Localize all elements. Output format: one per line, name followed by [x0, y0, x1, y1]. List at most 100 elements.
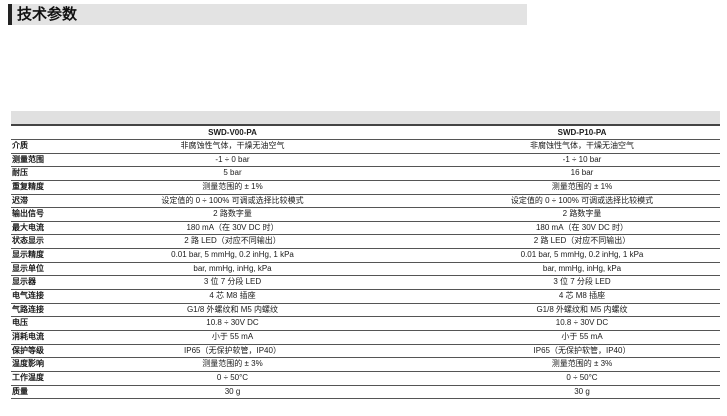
table-row: 迟滞 设定值的 0 ÷ 100% 可调或选择比较模式 设定值的 0 ÷ 100% 可…: [11, 195, 720, 209]
row-label: 显示精度: [12, 250, 44, 260]
value-col-1: 0 ÷ 50°C: [216, 372, 249, 382]
value-col-2: -1 ÷ 10 bar: [562, 154, 602, 164]
value-col-1: 非腐蚀性气体，干燥无油空气: [180, 141, 285, 150]
row-spacer: [325, 304, 444, 317]
value-col-1: 5 bar: [223, 168, 242, 178]
table-top-band: [11, 111, 720, 126]
value-col-1: 30 g: [224, 386, 241, 396]
row-spacer: [325, 140, 444, 153]
value-col-1: 测量范围的 ± 1%: [202, 181, 263, 191]
row-label: 最大电流: [12, 222, 44, 232]
row-label: 重复精度: [12, 181, 44, 191]
row-label: 介质: [12, 141, 28, 150]
table-row: 电气连接 4 芯 M8 插座 4 芯 M8 插座: [11, 290, 720, 304]
row-label: 电压: [12, 318, 28, 328]
row-spacer: [325, 290, 444, 303]
row-spacer: [325, 249, 444, 262]
row-spacer: [325, 222, 444, 235]
row-label: 测量范围: [12, 154, 44, 164]
section-title-bar: 技术参数: [8, 4, 527, 25]
value-col-1: G1/8 外螺纹和 M5 内螺纹: [186, 304, 279, 314]
header-empty: [11, 126, 140, 139]
value-col-1: 2 路 LED（对应不同输出）: [184, 236, 281, 246]
row-spacer: [325, 345, 444, 358]
value-col-2: 2 路 LED（对应不同输出）: [533, 236, 631, 246]
table-row: 温度影响 测量范围的 ± 3% 测量范围的 ± 3%: [11, 358, 720, 372]
value-col-1: 0.01 bar, 5 mmHg, 0.2 inHg, 1 kPa: [171, 250, 294, 260]
value-col-2: IP65（无保护软管，IP40）: [533, 345, 631, 355]
table-row: 耐压 5 bar 16 bar: [11, 167, 720, 181]
row-label: 温度影响: [12, 359, 44, 369]
table-row: 显示单位 bar, mmHg, inHg, kPa bar, mmHg, inHg,…: [11, 263, 720, 277]
row-label: 气路连接: [12, 304, 44, 314]
table-row: 电压 10.8 ÷ 30V DC 10.8 ÷ 30V DC: [11, 317, 720, 331]
value-col-1: 3 位 7 分段 LED: [203, 277, 262, 287]
value-col-2: 10.8 ÷ 30V DC: [555, 318, 609, 328]
table-row: 介质 非腐蚀性气体，干燥无油空气 非腐蚀性气体，干燥无油空气: [11, 140, 720, 154]
value-col-2: 2 路数字量: [562, 209, 602, 219]
value-col-2: 小于 55 mA: [561, 331, 603, 341]
value-col-1: 小于 55 mA: [211, 331, 254, 341]
value-col-2: 4 芯 M8 插座: [558, 291, 606, 301]
row-spacer: [325, 181, 444, 194]
row-label: 显示器: [12, 277, 36, 287]
value-col-2: 测量范围的 ± 1%: [551, 181, 613, 191]
table-header-row: SWD-V00-PA SWD-P10-PA: [11, 126, 720, 140]
row-label: 状态显示: [12, 236, 44, 246]
title-accent-stripe: [8, 4, 12, 25]
value-col-1: 设定值的 0 ÷ 100% 可调或选择比较模式: [161, 195, 304, 205]
value-col-2: 3 位 7 分段 LED: [553, 277, 611, 287]
value-col-2: G1/8 外螺纹和 M5 内螺纹: [536, 304, 628, 314]
value-col-2: 0 ÷ 50°C: [566, 372, 598, 382]
row-spacer: [325, 358, 444, 371]
value-col-1: 10.8 ÷ 30V DC: [206, 318, 259, 328]
row-spacer: [325, 317, 444, 330]
value-col-2: 180 mA（在 30V DC 时）: [535, 222, 629, 232]
row-label: 电气连接: [12, 291, 44, 301]
table-row: 测量范围 -1 ÷ 0 bar -1 ÷ 10 bar: [11, 154, 720, 168]
value-col-2: 设定值的 0 ÷ 100% 可调或选择比较模式: [510, 195, 654, 205]
value-col-2: bar, mmHg, inHg, kPa: [542, 263, 622, 273]
value-col-1: bar, mmHg, inHg, kPa: [193, 263, 272, 273]
value-col-1: 测量范围的 ± 3%: [202, 359, 263, 369]
value-col-2: 16 bar: [570, 168, 594, 178]
table-row: 气路连接 G1/8 外螺纹和 M5 内螺纹 G1/8 外螺纹和 M5 内螺纹: [11, 304, 720, 318]
table-row: 工作温度 0 ÷ 50°C 0 ÷ 50°C: [11, 372, 720, 386]
row-spacer: [325, 195, 444, 208]
row-spacer: [325, 208, 444, 221]
value-col-2: 非腐蚀性气体，干燥无油空气: [530, 141, 634, 150]
row-label: 工作温度: [12, 372, 44, 382]
row-label: 显示单位: [12, 263, 44, 273]
value-col-1: 2 路数字量: [213, 209, 252, 219]
row-spacer: [325, 263, 444, 276]
spec-table: SWD-V00-PA SWD-P10-PA 介质 非腐蚀性气体，干燥无油空气 非腐蚀…: [11, 111, 720, 400]
header-spacer: [325, 126, 444, 139]
table-row: 显示器 3 位 7 分段 LED 3 位 7 分段 LED: [11, 276, 720, 291]
row-label: 输出信号: [12, 209, 44, 219]
row-label: 迟滞: [12, 195, 28, 205]
row-spacer: [325, 386, 444, 399]
table-row: 显示精度 0.01 bar, 5 mmHg, 0.2 inHg, 1 kPa 0.0…: [11, 249, 720, 263]
column-header-2: SWD-P10-PA: [557, 128, 607, 137]
row-spacer: [325, 331, 444, 344]
value-col-2: 测量范围的 ± 3%: [551, 359, 613, 369]
section-title: 技术参数: [17, 6, 78, 23]
value-col-2: 30 g: [574, 386, 590, 396]
value-col-1: 180 mA（在 30V DC 时）: [186, 222, 279, 232]
table-row: 保护等级 IP65（无保护软管，IP40） IP65（无保护软管，IP40）: [11, 345, 720, 359]
table-row: 输出信号 2 路数字量 2 路数字量: [11, 208, 720, 222]
table-row: 最大电流 180 mA（在 30V DC 时） 180 mA（在 30V DC 时）: [11, 222, 720, 236]
row-spacer: [325, 372, 444, 385]
table-row: 状态显示 2 路 LED（对应不同输出） 2 路 LED（对应不同输出）: [11, 235, 720, 250]
row-label: 耐压: [12, 168, 28, 178]
row-spacer: [325, 154, 444, 167]
table-row: 消耗电流 小于 55 mA 小于 55 mA: [11, 331, 720, 345]
value-col-1: IP65（无保护软管，IP40）: [184, 345, 281, 355]
row-label: 质量: [12, 386, 28, 396]
row-label: 保护等级: [12, 345, 44, 355]
table-row: 质量 30 g 30 g: [11, 386, 720, 400]
value-col-1: 4 芯 M8 插座: [209, 291, 256, 301]
value-col-1: -1 ÷ 0 bar: [215, 154, 250, 164]
column-header-1: SWD-V00-PA: [208, 128, 257, 137]
value-col-2: 0.01 bar, 5 mmHg, 0.2 inHg, 1 kPa: [520, 250, 644, 260]
